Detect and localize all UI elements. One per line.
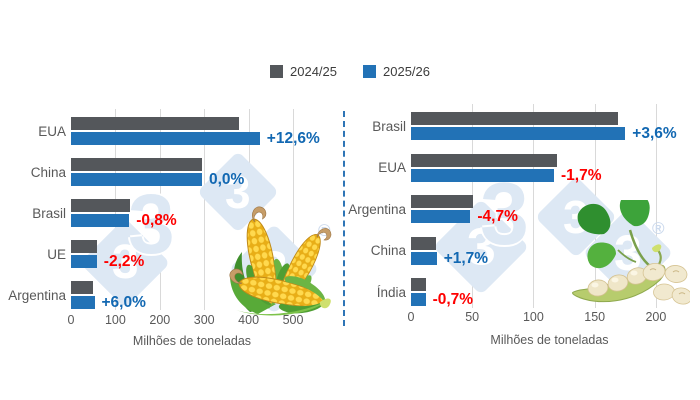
bar-2025-26	[71, 296, 95, 309]
corn-production-chart: Milhões de toneladas 0 100 200 300 400 500 EUA…	[8, 109, 343, 367]
x-axis-tick: 50	[465, 310, 480, 324]
category-label: China	[370, 243, 406, 258]
grid-line	[159, 109, 161, 310]
soybean-illustration	[572, 200, 690, 305]
bar-2025-26	[71, 173, 202, 186]
grid-line	[655, 104, 657, 308]
category-label: Brasil	[32, 205, 66, 221]
x-axis-tick: 300	[193, 313, 215, 327]
bar-2024-25	[411, 153, 557, 167]
category-label: China	[30, 164, 66, 180]
x-axis-label: Milhões de toneladas	[490, 333, 609, 347]
category-label: EUA	[378, 160, 406, 175]
bar-2024-25	[71, 281, 94, 294]
bar-2025-26	[411, 127, 626, 140]
x-axis-tick: 200	[149, 313, 171, 327]
bar-2024-25	[411, 112, 618, 125]
x-axis-tick: 0	[67, 313, 75, 327]
change-percentage-label: +12,6%	[266, 130, 320, 147]
bar-2024-25	[411, 195, 474, 208]
bar-2024-25	[71, 117, 239, 130]
bar-2025-26	[411, 168, 554, 182]
legend-item-2024-25: 2024/25	[270, 64, 337, 79]
category-label: UE	[47, 246, 66, 262]
bar-2024-25	[71, 240, 98, 253]
legend-item-2025-26: 2025/26	[363, 64, 430, 79]
grid-line	[204, 109, 206, 310]
bar-2024-25	[411, 236, 437, 250]
x-axis-tick: 500	[282, 313, 304, 327]
change-percentage-label: -4,7%	[477, 208, 518, 225]
x-axis-tick: 150	[584, 310, 606, 324]
grid-line	[533, 104, 535, 308]
soybean-production-chart: Milhões de toneladas 0 50 100 150 200 Brasil +…	[348, 104, 679, 367]
x-axis-tick: 200	[645, 310, 667, 324]
change-percentage-label: +1,7%	[443, 249, 489, 267]
category-label: Brasil	[372, 118, 406, 134]
bar-2024-25	[71, 158, 202, 171]
change-percentage-label: -0,7%	[432, 291, 474, 308]
legend-label-2025-26: 2025/26	[383, 64, 430, 79]
legend: 2024/25 2025/26	[0, 64, 700, 79]
x-axis-tick: 400	[238, 313, 260, 327]
category-label: Argentina	[8, 287, 66, 303]
x-axis-tick: 100	[522, 310, 544, 324]
registered-mark-icon: ®	[652, 219, 665, 238]
watermark-three: 3	[128, 177, 175, 271]
bar-2025-26	[411, 210, 471, 223]
legend-swatch-2025-26	[363, 65, 376, 78]
legend-label-2024-25: 2024/25	[290, 64, 337, 79]
watermark-three: 3	[480, 164, 529, 263]
change-percentage-label: +3,6%	[632, 125, 677, 142]
x-axis-label: Milhões de toneladas	[132, 334, 252, 348]
category-label: Argentina	[348, 201, 406, 217]
bar-2024-25	[71, 199, 130, 212]
bar-2025-26	[411, 251, 437, 265]
change-percentage-label: -0,8%	[136, 212, 177, 229]
chart-divider-line	[343, 111, 345, 326]
bar-2025-26	[411, 293, 426, 306]
bar-2024-25	[411, 278, 426, 291]
change-percentage-label: -1,7%	[561, 166, 602, 184]
category-label: Índia	[376, 284, 406, 300]
change-percentage-label: -2,2%	[103, 253, 145, 270]
bar-2025-26	[71, 132, 260, 145]
bar-2025-26	[71, 255, 97, 268]
grid-line	[293, 109, 294, 310]
x-axis-tick: 0	[407, 310, 415, 324]
bar-2025-26	[71, 214, 130, 227]
change-percentage-label: 0,0%	[209, 171, 245, 188]
change-percentage-label: +6,0%	[101, 294, 146, 311]
legend-swatch-2024-25	[270, 65, 283, 78]
category-label: EUA	[38, 123, 66, 139]
x-axis-tick: 100	[104, 313, 126, 327]
corn-illustration	[224, 204, 334, 318]
